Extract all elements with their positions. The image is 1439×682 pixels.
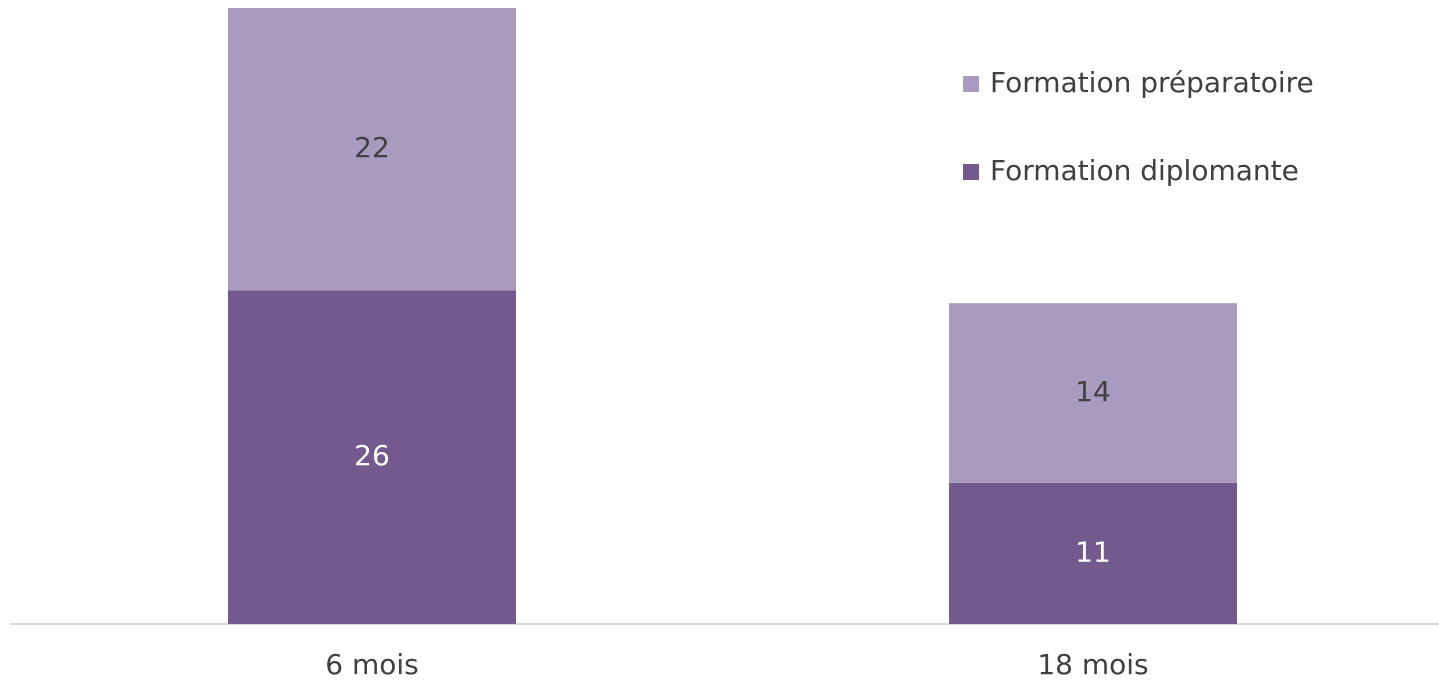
bar-segment [949,303,1237,483]
x-tick-label: 18 mois [1037,648,1148,681]
data-label: 26 [354,439,390,472]
legend-swatch [963,164,979,180]
bar-segment [228,290,516,624]
x-tick-label: 6 mois [325,648,419,681]
bar-segment [949,482,1237,624]
data-label: 22 [354,131,390,164]
legend-label: Formation diplomante [990,154,1299,187]
data-label: 11 [1075,535,1111,568]
data-label: 14 [1075,375,1111,408]
legend-swatch [963,76,979,92]
legend-label: Formation préparatoire [990,66,1314,99]
bar-segment [228,8,516,291]
